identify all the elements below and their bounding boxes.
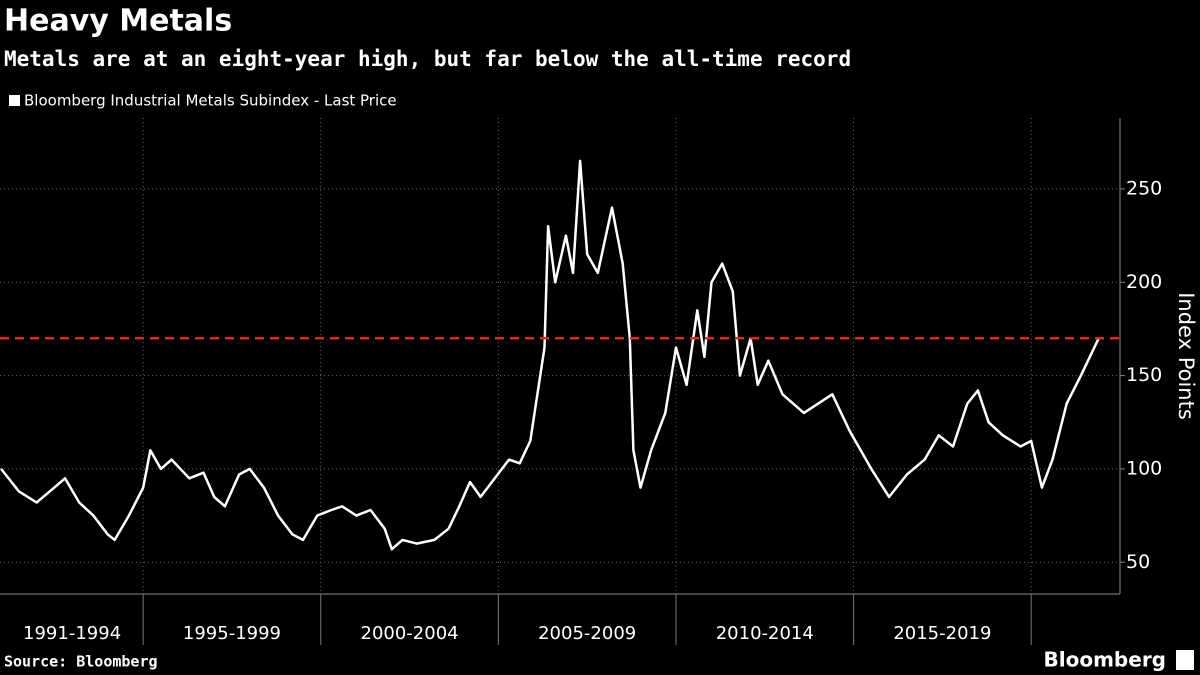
y-axis-label: Index Points: [1174, 292, 1198, 420]
y-tick-label: 250: [1126, 177, 1162, 199]
x-period-label: 2010-2014: [716, 623, 814, 644]
x-period-label: 2015-2019: [893, 623, 991, 644]
x-period-label: 1991-1994: [23, 623, 121, 644]
x-period-label: 1995-1999: [183, 623, 281, 644]
x-period-label: 2000-2004: [361, 623, 459, 644]
brand-icon: [1176, 650, 1194, 670]
chart-subtitle: Metals are at an eight-year high, but fa…: [4, 47, 851, 71]
brand: Bloomberg: [1044, 648, 1166, 672]
x-period-label: 2005-2009: [538, 623, 636, 644]
chart-title: Heavy Metals: [4, 4, 232, 39]
y-tick-label: 100: [1126, 457, 1162, 479]
legend-swatch: [9, 95, 20, 106]
y-tick-label: 50: [1126, 551, 1150, 573]
source: Source: Bloomberg: [4, 653, 158, 671]
y-tick-label: 150: [1126, 364, 1162, 386]
data-line: [0, 159, 1100, 551]
legend-label: Bloomberg Industrial Metals Subindex - L…: [24, 92, 397, 110]
y-tick-label: 200: [1126, 271, 1162, 293]
